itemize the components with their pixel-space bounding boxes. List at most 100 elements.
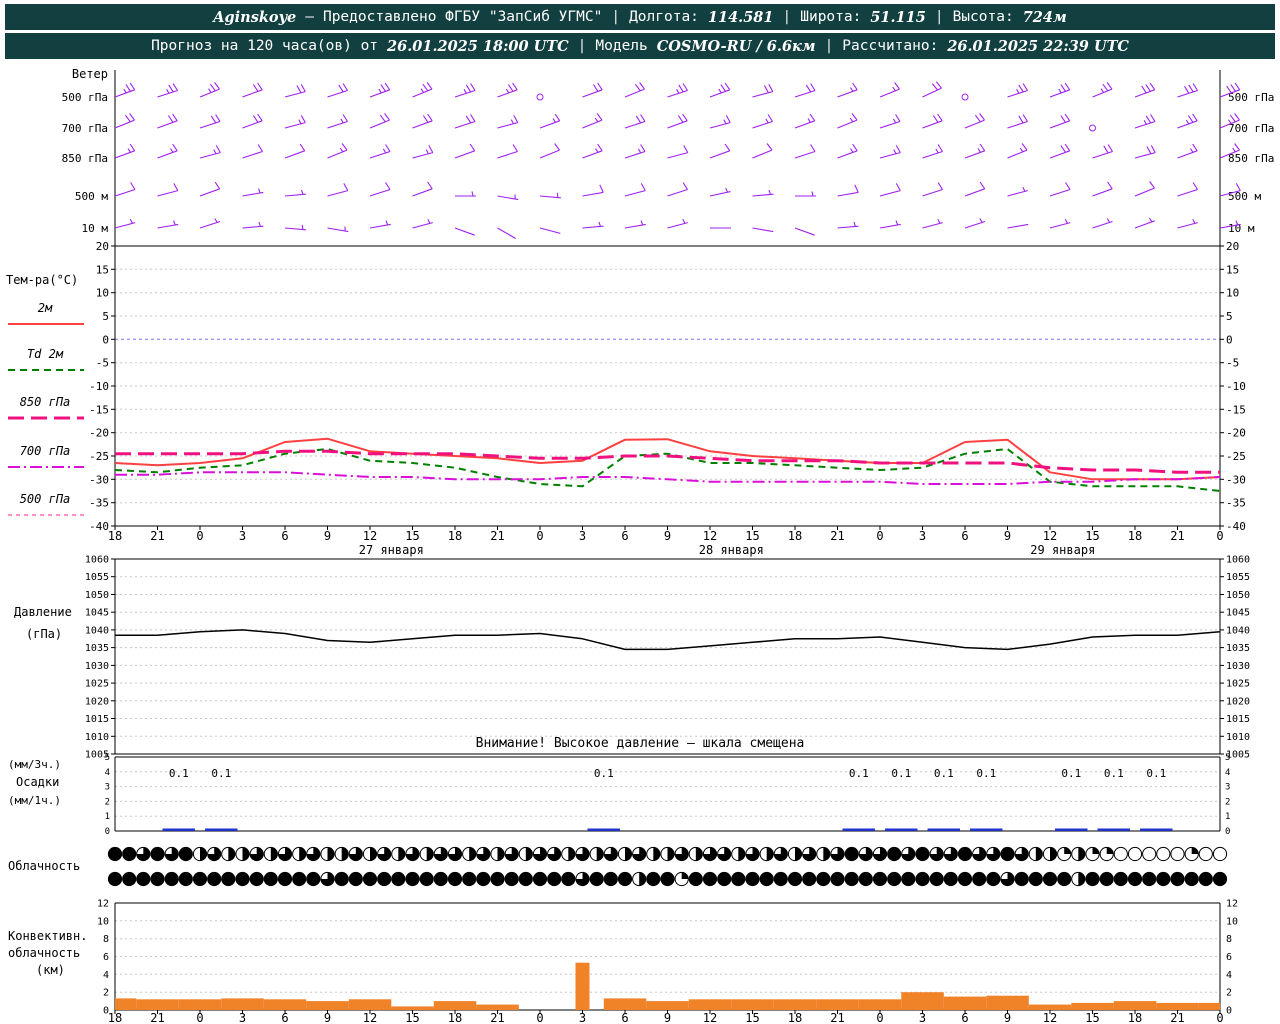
svg-text:0.1: 0.1: [594, 767, 614, 780]
svg-text:20: 20: [96, 240, 109, 253]
svg-text:0.1: 0.1: [891, 767, 911, 780]
svg-text:0.1: 0.1: [976, 767, 996, 780]
provider-text: Предоставлено ФГБУ "ЗапСиб УГМС": [322, 9, 603, 25]
svg-text:3: 3: [1225, 783, 1230, 793]
header-bar-station: Aginskoye — Предоставлено ФГБУ "ЗапСиб У…: [5, 4, 1275, 30]
svg-text:0: 0: [876, 1011, 883, 1024]
longitude-value: 114.581: [707, 8, 774, 26]
svg-text:18: 18: [1128, 529, 1142, 543]
svg-text:-20: -20: [1226, 427, 1246, 440]
svg-text:12: 12: [363, 1011, 377, 1024]
svg-text:0: 0: [1216, 1011, 1223, 1024]
svg-text:29 января: 29 января: [1030, 543, 1095, 557]
svg-text:0.1: 0.1: [1061, 767, 1081, 780]
svg-text:18: 18: [108, 1011, 122, 1024]
svg-text:0: 0: [196, 529, 203, 543]
model-value: COSMO-RU / 6.6км: [656, 37, 816, 55]
latitude-value: 51.115: [870, 8, 926, 26]
svg-text:0.1: 0.1: [1146, 767, 1166, 780]
svg-text:1005: 1005: [85, 750, 109, 761]
svg-text:1035: 1035: [1226, 643, 1250, 654]
svg-text:5: 5: [105, 753, 110, 763]
svg-text:2: 2: [1226, 988, 1232, 999]
svg-text:Td 2м: Td 2м: [27, 347, 64, 361]
svg-text:700 гПа: 700 гПа: [62, 122, 108, 135]
svg-text:18: 18: [448, 529, 462, 543]
svg-text:12: 12: [363, 529, 377, 543]
forecast-prefix: Прогноз на 120 часа(ов) от: [151, 38, 379, 54]
header-separator: |: [611, 9, 621, 25]
svg-text:21: 21: [830, 1011, 844, 1024]
svg-text:5: 5: [1226, 310, 1233, 323]
svg-text:5: 5: [102, 310, 109, 323]
svg-text:-40: -40: [89, 520, 109, 533]
svg-text:9: 9: [1004, 1011, 1011, 1024]
svg-text:-40: -40: [1226, 520, 1246, 533]
svg-text:1055: 1055: [1226, 572, 1250, 583]
svg-text:6: 6: [281, 1011, 288, 1024]
svg-text:500 гПа: 500 гПа: [1228, 91, 1274, 104]
svg-text:18: 18: [1128, 1011, 1142, 1024]
svg-text:850 гПа: 850 гПа: [20, 395, 71, 409]
latitude-label: Широта:: [800, 9, 862, 25]
svg-text:(мм/3ч.): (мм/3ч.): [8, 758, 61, 771]
svg-text:9: 9: [324, 1011, 331, 1024]
svg-text:10: 10: [1226, 916, 1238, 927]
svg-text:1: 1: [1225, 812, 1230, 822]
svg-text:15: 15: [1085, 529, 1099, 543]
svg-text:-10: -10: [1226, 380, 1246, 393]
model-label: Модель: [595, 38, 648, 54]
svg-text:700 гПа: 700 гПа: [1228, 122, 1274, 135]
svg-text:3: 3: [239, 529, 246, 543]
svg-text:12: 12: [703, 1011, 717, 1024]
svg-text:3: 3: [579, 1011, 586, 1024]
svg-text:-10: -10: [89, 380, 109, 393]
svg-text:0: 0: [105, 827, 110, 837]
header-separator: |: [782, 9, 792, 25]
svg-text:21: 21: [490, 1011, 504, 1024]
svg-text:1030: 1030: [85, 661, 109, 672]
svg-text:6: 6: [103, 952, 109, 963]
svg-text:0.1: 0.1: [849, 767, 869, 780]
svg-text:Осадки: Осадки: [16, 775, 59, 789]
svg-text:9: 9: [324, 529, 331, 543]
svg-text:(гПа): (гПа): [26, 627, 62, 641]
svg-text:1045: 1045: [85, 608, 109, 619]
header-separator: |: [824, 38, 834, 54]
svg-text:15: 15: [1085, 1011, 1099, 1024]
svg-text:1025: 1025: [1226, 679, 1250, 690]
svg-text:18: 18: [448, 1011, 462, 1024]
run-time: 26.01.2025 18:00 UTC: [387, 37, 569, 55]
svg-text:Конвективн.: Конвективн.: [8, 929, 87, 943]
svg-text:4: 4: [1226, 970, 1232, 981]
svg-text:-20: -20: [89, 427, 109, 440]
svg-text:-35: -35: [1226, 497, 1246, 510]
svg-text:4: 4: [1225, 768, 1230, 778]
svg-text:0: 0: [1226, 333, 1233, 346]
svg-text:6: 6: [281, 529, 288, 543]
svg-text:1060: 1060: [85, 555, 109, 566]
svg-text:0.1: 0.1: [169, 767, 189, 780]
svg-text:2: 2: [1225, 797, 1230, 807]
svg-text:700 гПа: 700 гПа: [20, 444, 71, 458]
calc-label: Рассчитано:: [842, 38, 939, 54]
svg-text:1045: 1045: [1226, 608, 1250, 619]
svg-text:2м: 2м: [38, 301, 53, 315]
svg-text:-35: -35: [89, 497, 109, 510]
svg-text:(мм/1ч.): (мм/1ч.): [8, 794, 61, 807]
svg-text:Внимание! Высокое давление — ш: Внимание! Высокое давление — шкала смеще…: [476, 736, 805, 751]
svg-text:Давление: Давление: [14, 605, 72, 619]
svg-text:21: 21: [490, 529, 504, 543]
svg-text:9: 9: [664, 529, 671, 543]
svg-text:500 м: 500 м: [75, 190, 108, 203]
longitude-label: Долгота:: [629, 9, 699, 25]
svg-text:8: 8: [103, 934, 109, 945]
svg-text:10 м: 10 м: [1228, 222, 1255, 235]
svg-text:10: 10: [96, 287, 109, 300]
svg-text:15: 15: [96, 263, 109, 276]
svg-text:0.1: 0.1: [211, 767, 231, 780]
svg-text:15: 15: [1226, 263, 1239, 276]
svg-text:2: 2: [105, 797, 110, 807]
svg-text:0: 0: [1216, 529, 1223, 543]
svg-text:27 января: 27 января: [359, 543, 424, 557]
